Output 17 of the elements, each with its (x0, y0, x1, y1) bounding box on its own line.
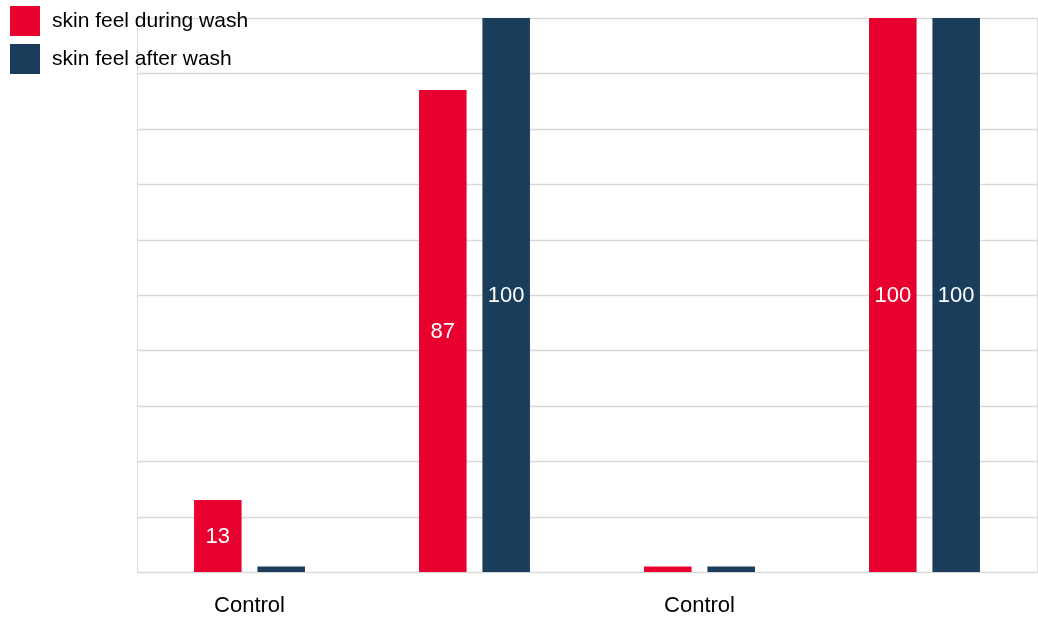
bar (482, 18, 530, 572)
bar (257, 566, 305, 572)
x-tick-label: Control (664, 591, 735, 617)
bar (419, 90, 467, 572)
x-tick-label: Control (214, 591, 285, 617)
data-label: 87 (430, 318, 456, 344)
bar (869, 18, 917, 572)
bar (644, 566, 692, 572)
legend-label: skin feel after wash (52, 46, 232, 69)
bar (194, 499, 242, 572)
data-label: 100 (937, 282, 975, 307)
data-label: 100 (874, 282, 912, 307)
legend-label: skin feel during wash (52, 8, 249, 31)
bar (707, 566, 755, 572)
data-label: 13 (205, 522, 231, 548)
bar (932, 18, 980, 572)
data-label: 100 (487, 282, 525, 307)
